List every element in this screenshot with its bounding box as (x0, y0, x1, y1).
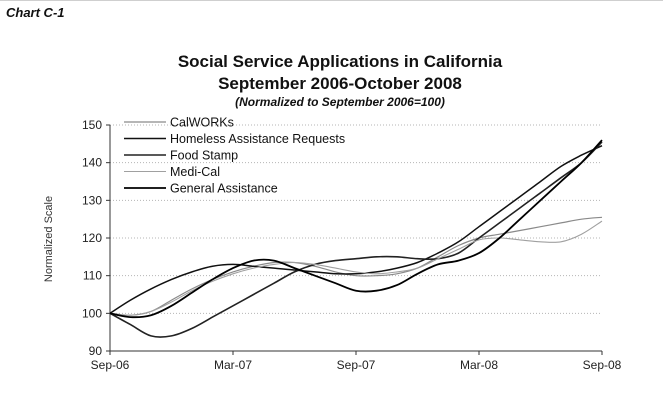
y-axis-label: Normalized Scale (43, 196, 55, 282)
series-lines (109, 139, 603, 338)
legend: CalWORKs Homeless Assistance Requests Food… (124, 116, 345, 196)
y-tick-label: 140 (82, 156, 102, 170)
legend-label-homeless-assistance-requests: Homeless Assistance Requests (170, 132, 345, 146)
series-line-calworks (109, 216, 603, 316)
y-tick-label: 130 (82, 193, 102, 207)
series-line-homeless-assistance-requests (109, 145, 603, 314)
legend-label-food-stamp: Food Stamp (170, 149, 238, 163)
x-tick-label: Sep-07 (337, 358, 376, 372)
y-ticks: 90 100 110 120 130 140 150 (82, 118, 110, 358)
y-tick-label: 90 (89, 344, 103, 358)
x-tick-label: Sep-08 (583, 358, 622, 372)
y-tick-label: 100 (82, 306, 102, 320)
legend-label-calworks: CalWORKs (170, 116, 234, 130)
y-tick-label: 150 (82, 118, 102, 132)
chart-title: Social Service Applications in Californi… (178, 52, 503, 71)
x-tick-label: Mar-07 (214, 358, 252, 372)
chart-title-line2: September 2006-October 2008 (218, 74, 462, 93)
chart-label: Chart C-1 (6, 5, 65, 20)
x-tick-label: Sep-06 (91, 358, 130, 372)
y-tick-label: 110 (83, 269, 102, 283)
series-line-food-stamp (109, 141, 603, 338)
legend-label-general-assistance: General Assistance (170, 182, 278, 196)
series-line-general-assistance (109, 139, 603, 319)
x-ticks: Sep-06 Mar-07 Sep-07 Mar-08 Sep-08 (91, 351, 622, 372)
y-tick-label: 120 (82, 231, 102, 245)
gridlines (110, 124, 602, 314)
series-line-medi-cal (109, 220, 603, 316)
x-tick-label: Mar-08 (460, 358, 498, 372)
legend-label-medi-cal: Medi-Cal (170, 165, 220, 179)
chart-subtitle: (Normalized to September 2006=100) (235, 95, 445, 109)
